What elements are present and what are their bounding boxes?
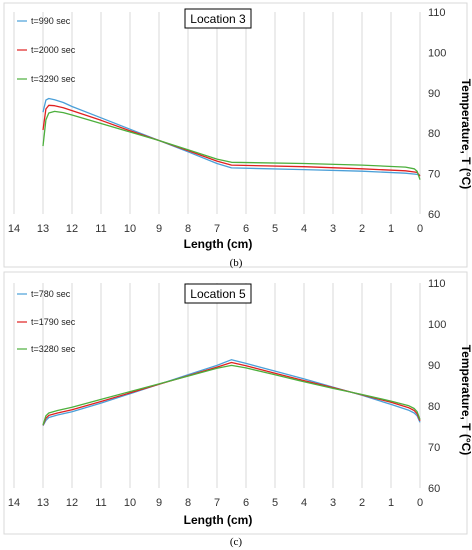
chart-title: Location 5	[190, 287, 246, 301]
legend-label-t1790: t=1790 sec	[31, 317, 76, 327]
x-tick-labels: 14 13 12 11 10 9 8 7 6 5 4 3 2 1 0	[8, 223, 423, 235]
y-tick-label: 70	[428, 169, 440, 181]
legend-label-t990: t=990 sec	[31, 16, 71, 26]
x-tick-label: 8	[185, 223, 191, 235]
panel-caption-b: (b)	[230, 257, 243, 269]
x-tick-label: 11	[95, 223, 106, 235]
x-tick-label: 5	[272, 223, 278, 235]
series-line-t-1790-sec	[42, 361, 421, 426]
x-axis-label: Length (cm)	[184, 513, 253, 527]
y-tick-label: 100	[428, 319, 446, 331]
y-tick-labels: 60 70 80 90 100 110	[428, 7, 446, 221]
x-tick-label: 10	[124, 223, 136, 235]
x-tick-label: 5	[272, 497, 278, 509]
legend-label-t780: t=780 sec	[31, 289, 71, 299]
y-tick-label: 90	[428, 360, 440, 372]
x-tick-label: 14	[8, 223, 20, 235]
x-tick-label: 2	[359, 223, 365, 235]
x-tick-label: 7	[214, 223, 220, 235]
y-tick-label: 60	[428, 483, 440, 495]
plot-border	[3, 271, 468, 535]
x-tick-label: 4	[301, 223, 307, 235]
series-line-t-3290-sec	[42, 110, 421, 180]
series-line-t-3280-sec	[42, 364, 421, 426]
x-axis-label: Length (cm)	[184, 237, 253, 251]
legend: t=780 sec t=1790 sec t=3280 sec	[17, 289, 76, 354]
y-tick-label: 110	[428, 278, 446, 290]
x-tick-label: 14	[8, 497, 20, 509]
x-tick-label: 12	[66, 223, 78, 235]
y-tick-label: 70	[428, 442, 440, 454]
x-tick-label: 3	[330, 497, 336, 509]
y-tick-label: 90	[428, 88, 440, 100]
y-axis-label: Temperature, T (°C)	[459, 345, 472, 456]
x-gridlines	[13, 283, 421, 488]
x-tick-label: 1	[388, 497, 394, 509]
x-tick-label: 9	[156, 497, 162, 509]
plot-border	[3, 2, 468, 268]
y-axis-label: Temperature, T (°C)	[459, 79, 472, 190]
chart-title-box: Location 3	[184, 8, 252, 29]
x-tick-label: 10	[124, 497, 136, 509]
y-tick-label: 110	[428, 7, 446, 19]
series-line-t-780-sec	[42, 359, 421, 427]
y-tick-label: 100	[428, 47, 446, 59]
chart-title-box: Location 5	[184, 283, 252, 304]
x-tick-label: 3	[330, 223, 336, 235]
y-tick-label: 80	[428, 128, 440, 140]
legend: t=990 sec t=2000 sec t=3290 sec	[17, 16, 76, 84]
series-lines	[42, 359, 421, 427]
x-tick-label: 6	[243, 223, 249, 235]
x-tick-label: 8	[185, 497, 191, 509]
x-gridlines	[13, 12, 421, 214]
x-tick-labels: 14 13 12 11 10 9 8 7 6 5 4 3 2 1 0	[8, 497, 423, 509]
x-tick-label: 7	[214, 497, 220, 509]
x-tick-label: 2	[359, 497, 365, 509]
x-tick-label: 13	[37, 497, 49, 509]
legend-label-t3280: t=3280 sec	[31, 344, 76, 354]
chart-title: Location 3	[190, 12, 246, 26]
x-tick-label: 11	[95, 497, 106, 509]
x-tick-label: 1	[388, 223, 394, 235]
x-tick-label: 12	[66, 497, 78, 509]
x-tick-label: 13	[37, 223, 49, 235]
x-tick-label: 6	[243, 497, 249, 509]
x-tick-label: 0	[417, 497, 423, 509]
panel-caption-c: (c)	[230, 536, 243, 548]
x-tick-label: 9	[156, 223, 162, 235]
x-tick-label: 0	[417, 223, 423, 235]
y-tick-label: 80	[428, 401, 440, 413]
y-tick-label: 60	[428, 209, 440, 221]
y-tick-labels: 60 70 80 90 100 110	[428, 278, 446, 495]
x-tick-label: 4	[301, 497, 307, 509]
series-lines	[42, 97, 421, 180]
legend-label-t2000: t=2000 sec	[31, 45, 76, 55]
legend-label-t3290: t=3290 sec	[31, 74, 76, 84]
